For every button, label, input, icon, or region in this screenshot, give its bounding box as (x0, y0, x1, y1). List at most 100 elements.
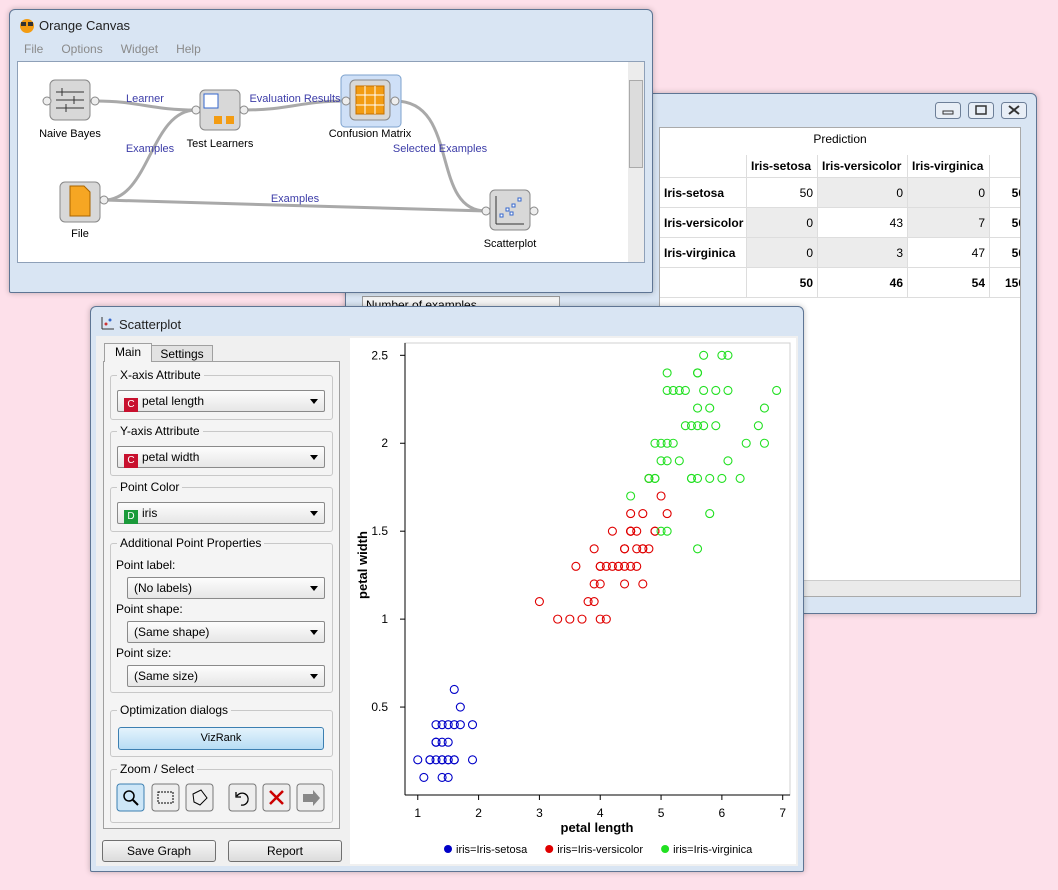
scroll-thumb[interactable] (629, 80, 643, 168)
menu-item[interactable]: Widget (120, 42, 159, 56)
link-label: Learner (126, 93, 164, 105)
link (243, 99, 347, 112)
save-graph-button[interactable]: Save Graph (102, 840, 216, 862)
icon (1008, 105, 1020, 115)
link (94, 99, 197, 112)
table-cell: 50 (990, 208, 1020, 238)
ports (42, 96, 539, 216)
combo-box[interactable]: (Same size) (127, 665, 325, 687)
menu-item[interactable]: File (24, 42, 44, 56)
confusion-table: Iris-setosa Iris-versicolor Iris-virginica… (660, 155, 1020, 298)
table-cell: Iris-setosa (747, 155, 818, 178)
link (103, 198, 487, 213)
window-controls (935, 102, 1027, 119)
node-glyph (214, 116, 222, 124)
group-box (110, 431, 333, 476)
table-cell: Iris-versicolor (818, 155, 908, 178)
tab[interactable]: Settings (151, 345, 213, 362)
empty-cell (660, 155, 747, 178)
table-cell: Iris-virginica (660, 238, 747, 268)
group-title: Y-axis Attribute (117, 424, 203, 438)
combo-value: petal width (142, 450, 200, 464)
table-cell: 7 (908, 208, 990, 238)
zoom-button[interactable] (116, 783, 145, 812)
node-label: Test Learners (187, 138, 254, 150)
node-glyph (56, 88, 84, 112)
node-glyph (226, 116, 234, 124)
node-glyph (355, 85, 385, 115)
window-title: Orange Canvas (39, 18, 131, 33)
empty-cell (990, 155, 1020, 178)
canvas-diagram: Naive Bayes Test Learners Confusion Matr… (39, 74, 539, 250)
table-cell: 50 (990, 178, 1020, 208)
links (94, 99, 487, 213)
group-box (110, 375, 333, 420)
table-cell: 0 (747, 208, 818, 238)
node-glyph (203, 93, 219, 109)
node-glyph (495, 196, 524, 225)
icon (132, 799, 139, 806)
icon (123, 790, 135, 802)
combo-value: petal length (142, 394, 205, 408)
icon (192, 789, 208, 806)
table-cell: Iris-versicolor (660, 208, 747, 238)
node-glyph (69, 185, 91, 217)
menu-bar: File Options Widget Help (24, 42, 219, 56)
report-button[interactable]: Report (228, 840, 342, 862)
nodes[interactable] (42, 79, 539, 231)
link-label: Examples (271, 193, 320, 205)
table-cell: 54 (908, 268, 990, 298)
menu-item[interactable]: Help (176, 42, 201, 56)
icon (157, 791, 174, 804)
combo-box[interactable]: (Same shape) (127, 621, 325, 643)
combo-value: iris (142, 506, 158, 520)
node-glyph (356, 86, 384, 114)
window-title: Scatterplot (119, 317, 182, 332)
node-label: File (71, 228, 89, 240)
link (103, 108, 197, 202)
window-icon (101, 317, 114, 330)
table-cell: 0 (908, 178, 990, 208)
app-icon (20, 19, 34, 33)
table-cell: 0 (818, 178, 908, 208)
table-cell: 50 (747, 268, 818, 298)
group-title: Optimization dialogs (117, 703, 232, 717)
undo-button[interactable] (228, 783, 257, 812)
empty-cell (660, 268, 747, 298)
select-poly-button[interactable] (185, 783, 214, 812)
group-title: X-axis Attribute (117, 368, 204, 382)
node-label: Naive Bayes (39, 128, 101, 140)
field-label: Point label: (116, 558, 176, 572)
node-label: Confusion Matrix (329, 128, 412, 140)
icon (942, 110, 954, 115)
link-label: Examples (126, 143, 175, 155)
icon (303, 790, 320, 806)
combo-box[interactable]: (No labels) (127, 577, 325, 599)
badge: C (124, 398, 138, 412)
table-cell: 150 (990, 268, 1020, 298)
group-box (110, 769, 333, 823)
group-title: Point Color (117, 480, 183, 494)
node-label: Scatterplot (484, 238, 537, 250)
vizrank-button[interactable]: VizRank (118, 727, 324, 750)
menu-item[interactable]: Options (61, 42, 103, 56)
table-cell: Iris-virginica (908, 155, 990, 178)
table-cell: 43 (818, 208, 908, 238)
tab[interactable]: Main (104, 343, 152, 362)
select-rect-button[interactable] (151, 783, 180, 812)
zoom-toolbar (116, 783, 325, 812)
link (394, 99, 487, 213)
table-cell: 0 (747, 238, 818, 268)
maximize-button[interactable] (968, 102, 994, 119)
group-title: Additional Point Properties (117, 536, 265, 550)
field-label: Point shape: (116, 602, 183, 616)
table-cell: Iris-setosa (660, 178, 747, 208)
link-label: Selected Examples (393, 143, 488, 155)
link-label: Evaluation Results (249, 93, 341, 105)
table-cell: 47 (908, 238, 990, 268)
group-box (110, 487, 333, 532)
